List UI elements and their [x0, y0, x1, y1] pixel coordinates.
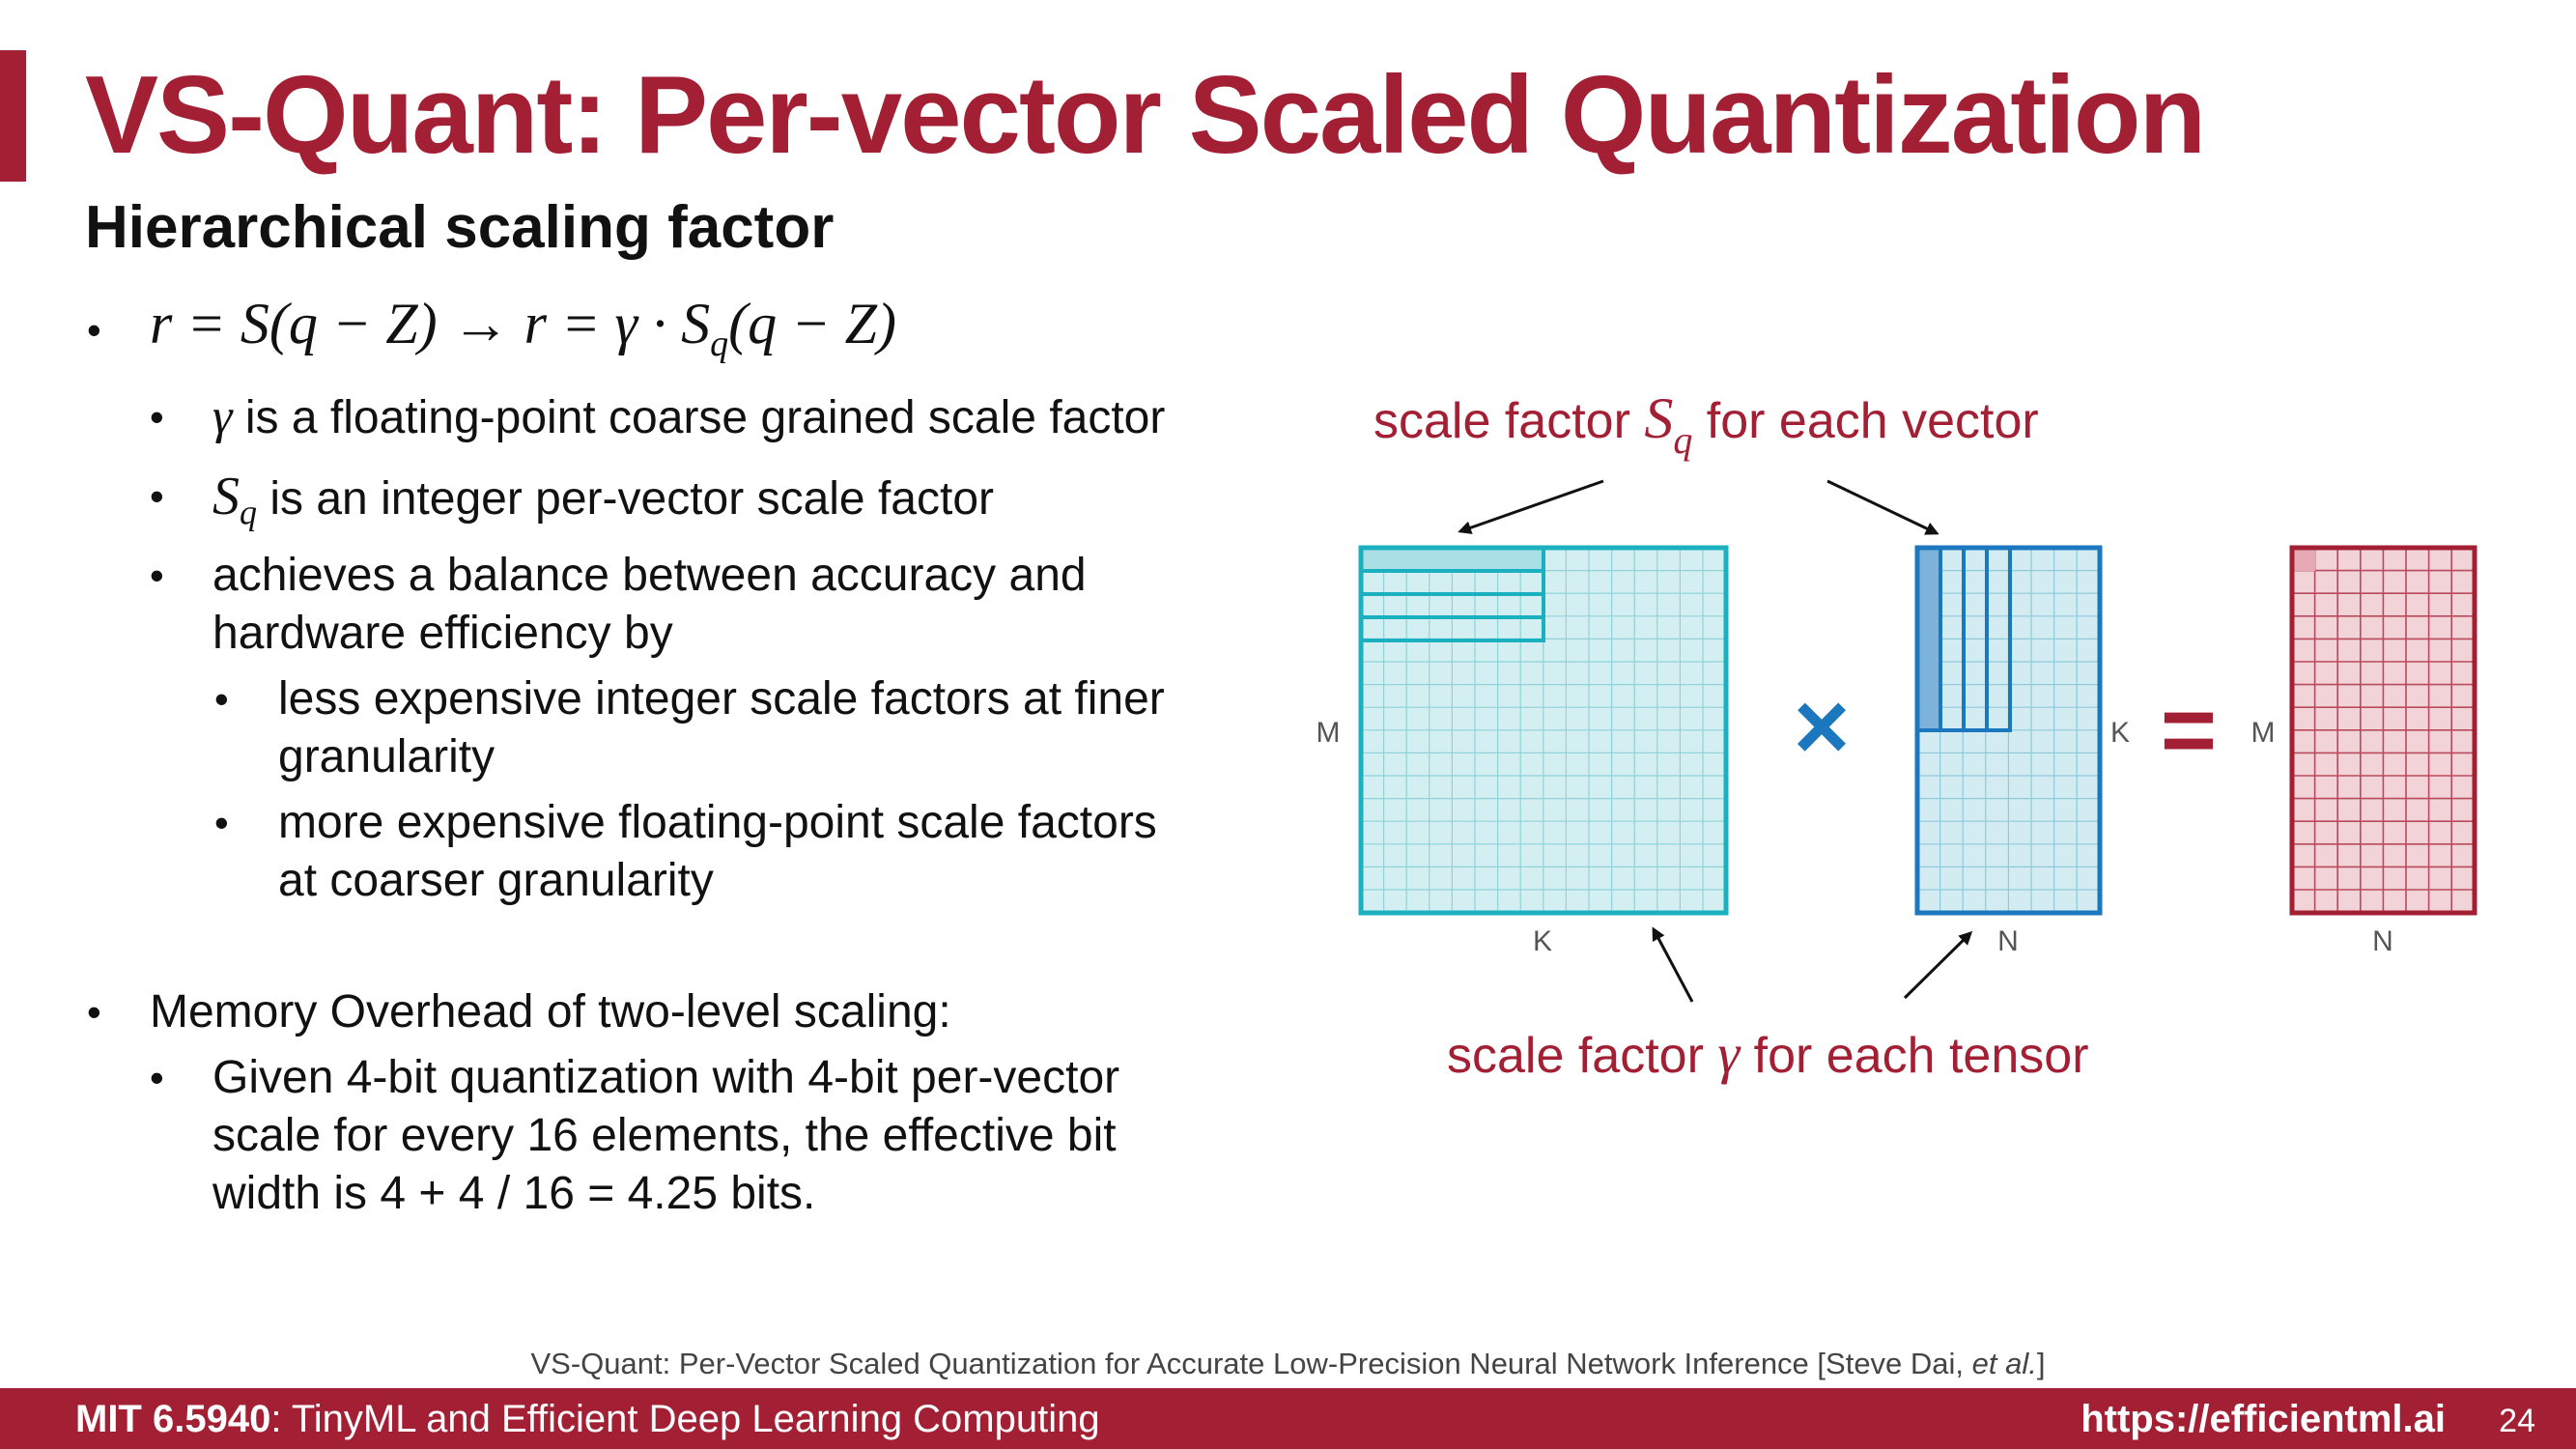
slide-subtitle: Hierarchical scaling factor: [85, 194, 835, 261]
matrix-a: [1358, 545, 1729, 916]
bullet-dot: •: [87, 307, 101, 353]
vector-scale-label: scale factor Sq for each vector: [1373, 386, 2039, 462]
bullet-dot: •: [150, 553, 164, 598]
given-line-1: Given 4-bit quantization with 4-bit per-…: [212, 1052, 1120, 1103]
sq-subscript: q: [240, 493, 257, 532]
given-line-3: width is 4 + 4 / 16 = 4.25 bits.: [212, 1168, 816, 1219]
course-code: MIT 6.5940: [75, 1398, 271, 1440]
matrix-a-rows-label: M: [1316, 717, 1341, 749]
bullet-dot: •: [214, 676, 229, 722]
formula-subscript: q: [710, 324, 729, 364]
title-accent-bar: [0, 50, 26, 182]
bullet-dot: •: [150, 1055, 164, 1100]
matrix-c-rows-label: M: [2251, 717, 2276, 749]
citation-et-al: et al.: [1971, 1347, 2037, 1380]
multiply-icon: ×: [1794, 672, 1850, 781]
course-name: : TinyML and Efficient Deep Learning Com…: [270, 1398, 1100, 1440]
arrow-to-matrix-a-tensor: [1652, 926, 1694, 1003]
equals-icon: =: [2161, 676, 2217, 784]
coarser-line-2: at coarser granularity: [278, 855, 714, 906]
slide-title: VS-Quant: Per-vector Scaled Quantization: [85, 54, 2206, 177]
matrix-b-cols-label: N: [1997, 925, 2019, 957]
course-url[interactable]: https://efficientml.ai: [2081, 1398, 2446, 1440]
bullet-dot: •: [87, 989, 101, 1035]
memory-overhead: Memory Overhead of two-level scaling:: [150, 986, 951, 1037]
sq-symbol: S: [212, 467, 240, 526]
citation-text: VS-Quant: Per-Vector Scaled Quantization…: [530, 1347, 1972, 1380]
citation-close: ]: [2036, 1347, 2046, 1380]
course-title: MIT 6.5940: TinyML and Efficient Deep Le…: [75, 1398, 1100, 1440]
formula-tail: (q − Z): [728, 292, 896, 355]
finer-line-1: less expensive integer scale factors at …: [278, 673, 1165, 724]
matrix-c: [2289, 545, 2477, 916]
given-line-2: scale for every 16 elements, the effecti…: [212, 1110, 1117, 1161]
formula: r = S(q − Z) → r = γ · Sq(q − Z): [150, 295, 896, 373]
formula-main: r = S(q − Z) → r = γ · S: [150, 292, 711, 355]
arrow-to-matrix-b-tensor: [1903, 930, 1973, 1000]
sq-description: Sq is an integer per-vector scale factor: [212, 468, 994, 542]
balance-line-1: achieves a balance between accuracy and: [212, 550, 1087, 601]
matrix-c-cols-label: N: [2372, 925, 2393, 957]
matrix-a-cols-label: K: [1533, 925, 1552, 957]
sq-text: is an integer per-vector scale factor: [257, 473, 995, 525]
bullet-dot: •: [150, 473, 164, 519]
gamma-text: is a floating-point coarse grained scale…: [232, 392, 1166, 443]
bullet-dot: •: [150, 394, 164, 440]
page-number: 24: [2499, 1403, 2535, 1439]
footer-bar: MIT 6.5940: TinyML and Efficient Deep Le…: [0, 1388, 2576, 1449]
gamma-description: γ is a floating-point coarse grained sca…: [212, 388, 1165, 447]
bullet-dot: •: [214, 800, 229, 845]
balance-line-2: hardware efficiency by: [212, 608, 673, 659]
gamma-symbol: γ: [212, 389, 233, 444]
matrix-b: [1914, 545, 2103, 916]
matrix-b-rows-label: K: [2110, 717, 2130, 749]
citation: VS-Quant: Per-Vector Scaled Quantization…: [0, 1347, 2576, 1381]
tensor-scale-label: scale factor γ for each tensor: [1447, 1022, 2089, 1085]
coarser-line-1: more expensive floating-point scale fact…: [278, 797, 1157, 848]
arrow-to-matrix-a-vector: [1458, 479, 1604, 534]
finer-line-2: granularity: [278, 731, 495, 782]
arrow-to-matrix-b-vector: [1826, 479, 1939, 535]
